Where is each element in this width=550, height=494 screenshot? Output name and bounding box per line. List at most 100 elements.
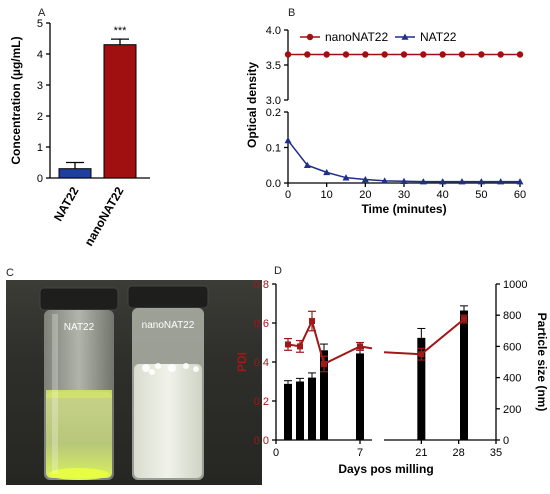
legend-label: nanoNAT22 (325, 30, 388, 44)
y-tick-label: 3 (37, 80, 43, 92)
x-tick-label: 20 (359, 189, 371, 201)
data-point (381, 51, 388, 58)
pdi-point (461, 316, 467, 323)
y-tick-label-left: 0.8 (254, 279, 269, 291)
y-tick-label-right: 400 (503, 373, 521, 385)
data-point (323, 168, 331, 176)
size-bar (417, 337, 426, 440)
panel-d-letter: D (274, 265, 282, 277)
y-axis-title-left: PDI (235, 352, 249, 372)
y-tick-label-right: 600 (503, 341, 521, 353)
y-axis-title: Concentration (µg/mL) (9, 36, 23, 164)
pdi-point (418, 351, 425, 358)
data-point (419, 178, 427, 185)
legend-marker (306, 33, 314, 41)
x-tick-label: 30 (398, 189, 410, 201)
y-tick-label: 2 (37, 111, 43, 123)
pdi-point (285, 341, 291, 348)
y-tick-label-left: 0.6 (254, 318, 269, 330)
y-tick-label-left: 0.2 (254, 396, 269, 408)
y-tick-label: 5 (37, 18, 43, 30)
data-point (477, 178, 485, 185)
x-axis-title: Days pos milling (338, 462, 433, 476)
data-point (362, 51, 369, 58)
size-bar (460, 310, 468, 440)
pdi-point (297, 343, 303, 350)
data-point (361, 175, 369, 183)
data-point (439, 51, 446, 58)
y-tick-label-left: 0.0 (254, 435, 269, 447)
data-point (284, 136, 292, 144)
x-tick-label: 50 (475, 189, 487, 201)
data-point (323, 51, 330, 58)
y-tick-label: 4 (37, 49, 43, 61)
vial-left-label: NAT22 (64, 322, 95, 333)
size-bar (320, 350, 328, 440)
y-tick-label-right: 800 (503, 310, 521, 322)
pdi-point (357, 343, 363, 350)
panel-a-chart: A 0 1 2 3 4 5 NAT22 nanoNAT22 *** Concentration (… (9, 7, 150, 248)
x-tick-label: 7 (357, 447, 363, 459)
data-point (458, 51, 466, 58)
size-bar (356, 353, 364, 440)
vials-illustration: NAT22 nanoNAT22 (39, 285, 209, 480)
y-axis-title-right: Particle size (nm) (535, 313, 549, 412)
category-label: nanoNAT22 (82, 184, 127, 248)
data-point (400, 51, 408, 58)
x-tick-label: 35 (490, 447, 502, 459)
category-label: NAT22 (51, 184, 82, 223)
data-point (342, 51, 350, 58)
pdi-point (321, 360, 327, 367)
panel-d-chart: D 0.0 0.2 0.4 0.6 0.8 0 200 400 600 800 1000 0 7 21 28… (235, 265, 549, 476)
y-tick-label-left: 0.4 (254, 357, 269, 369)
y-tick-label-right: 1000 (503, 279, 527, 291)
x-tick-label: 10 (321, 189, 333, 201)
data-point (439, 178, 447, 185)
panel-a-letter: A (38, 7, 46, 19)
bar-nat22 (58, 168, 92, 179)
data-point (304, 51, 311, 58)
data-point (284, 51, 292, 58)
pdi-line (420, 318, 465, 355)
y-tick-label: 0.2 (266, 107, 281, 119)
vials-photo: NAT22 nanoNAT22 (6, 280, 262, 485)
panel-c-letter-holder: C (6, 267, 14, 279)
y-tick-label: 1 (37, 142, 43, 154)
vial-left: NAT22 (39, 287, 119, 480)
x-tick-label: 0 (285, 189, 291, 201)
data-point (497, 51, 504, 58)
pdi-point (309, 318, 315, 325)
x-tick-label: 28 (453, 447, 465, 459)
size-bar (284, 383, 292, 440)
y-tick-label-right: 200 (503, 404, 521, 416)
pdi-line-connector (383, 351, 422, 356)
x-tick-label: 0 (273, 447, 279, 459)
panel-b-letter: B (288, 7, 295, 19)
y-tick-label: 4.0 (266, 25, 281, 37)
data-point (458, 178, 466, 185)
y-axis-title: Optical density (245, 62, 259, 148)
data-point (420, 51, 427, 58)
significance-annotation: *** (114, 25, 128, 37)
panel-b-chart: B 3.0 3.5 4.0 0.0 0.1 0.2 0 10 20 30 40 50 60 Time (m… (245, 7, 526, 216)
y-tick-label: 3.5 (266, 60, 281, 72)
size-bar (308, 377, 316, 440)
x-tick-label: 60 (514, 189, 526, 201)
y-tick-label: 0 (37, 173, 43, 185)
y-tick-label: 0.0 (266, 178, 281, 190)
y-tick-label-right: 0 (503, 435, 509, 447)
vial-right: nanoNAT22 (127, 285, 209, 480)
x-axis-title: Time (minutes) (361, 202, 446, 216)
data-point (400, 177, 408, 185)
x-tick-label: 40 (437, 189, 449, 201)
bar-nanonat22 (103, 44, 137, 179)
legend-label: NAT22 (420, 30, 457, 44)
data-point (516, 178, 524, 185)
data-point (303, 161, 311, 169)
y-tick-label: 3.0 (266, 95, 281, 107)
data-point (342, 174, 350, 181)
data-point (516, 51, 524, 58)
size-bar (296, 381, 304, 440)
data-point (478, 51, 485, 58)
data-point (497, 178, 505, 185)
